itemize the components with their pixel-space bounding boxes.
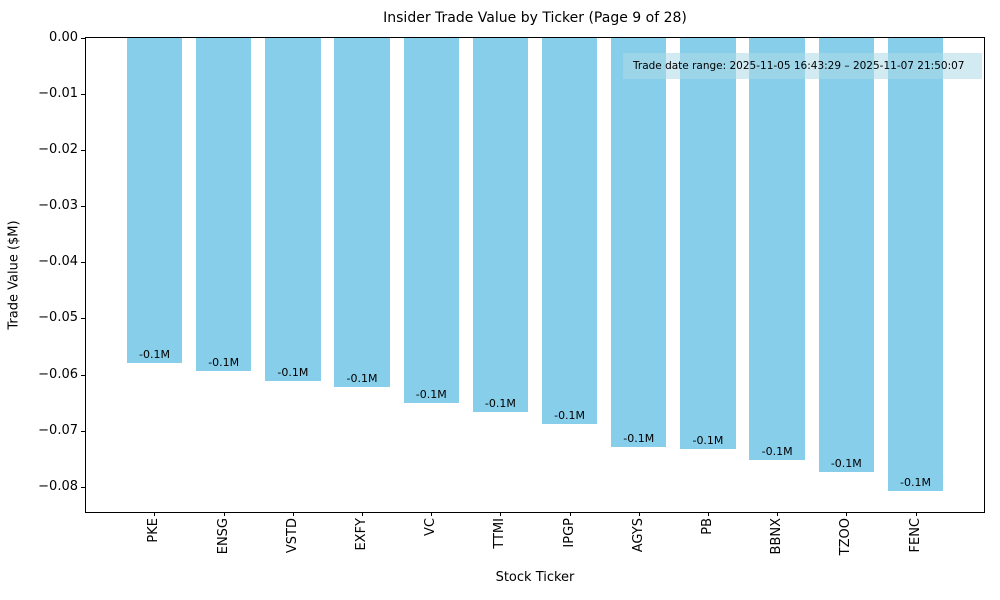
x-tick-mark: [846, 512, 848, 516]
y-tick-mark: [81, 318, 85, 320]
bar-value-label: -0.1M: [623, 431, 655, 445]
x-tick-mark: [362, 512, 364, 516]
y-tick-mark: [81, 430, 85, 432]
bar-value-label: -0.1M: [554, 408, 586, 422]
x-tick-label-TTMI: TTMI: [492, 518, 508, 549]
y-tick-mark: [81, 94, 85, 96]
x-tick-label-VSTD: VSTD: [284, 518, 300, 554]
x-tick-label-AGYS: AGYS: [630, 518, 646, 553]
bar-BBNX: [749, 38, 805, 461]
bar-value-label: -0.1M: [277, 365, 309, 379]
x-tick-label-TZOO: TZOO: [838, 518, 854, 556]
bar-FENC: [887, 38, 944, 491]
x-tick-label-VC: VC: [423, 518, 439, 536]
y-tick-label: −0.03: [38, 198, 78, 214]
bar-TTMI: [472, 38, 529, 412]
x-tick-mark: [915, 512, 917, 516]
y-tick-label: −0.07: [38, 422, 78, 438]
bar-ENSG: [196, 38, 252, 371]
bar-value-label: -0.1M: [139, 348, 170, 362]
bar-PB: [680, 38, 736, 449]
y-tick-mark: [81, 206, 85, 208]
bar-AGYS: [611, 38, 667, 447]
x-tick-label-EXFY: EXFY: [354, 518, 370, 551]
x-tick-label-PB: PB: [699, 518, 715, 535]
x-tick-label-IPGP: IPGP: [561, 518, 577, 548]
bar-value-label: -0.1M: [692, 433, 724, 447]
chart-title: Insider Trade Value by Ticker (Page 9 of…: [383, 10, 687, 26]
plot-area: -0.1M -0.1M -0.1M -0.1M -0.1M -0.1M -0.1M -0.1M…: [85, 37, 985, 513]
y-tick-mark: [81, 150, 85, 152]
x-tick-label-PKE: PKE: [146, 518, 162, 543]
x-tick-label-BBNX: BBNX: [769, 518, 785, 555]
y-tick-mark: [81, 374, 85, 376]
bar-PKE: [126, 38, 183, 364]
bar-EXFY: [334, 38, 390, 387]
y-tick-label: −0.01: [38, 86, 78, 102]
x-axis-label: Stock Ticker: [495, 570, 575, 585]
y-tick-label: −0.04: [38, 254, 78, 270]
x-tick-mark: [500, 512, 502, 516]
x-tick-mark: [638, 512, 640, 516]
bar-value-label: -0.1M: [484, 396, 516, 410]
bar-VC: [403, 38, 459, 404]
y-tick-label: −0.08: [38, 478, 78, 494]
x-tick-mark: [431, 512, 433, 516]
y-tick-label: −0.02: [38, 142, 78, 158]
x-tick-mark: [569, 512, 571, 516]
bar-value-label: -0.1M: [761, 445, 793, 459]
x-tick-label-ENSG: ENSG: [215, 518, 231, 555]
bar-IPGP: [541, 38, 598, 424]
bar-value-label: -0.1M: [900, 475, 931, 489]
x-tick-mark: [292, 512, 294, 516]
x-tick-label-FENC: FENC: [907, 518, 923, 553]
bar-value-label: -0.1M: [415, 388, 447, 402]
bar-VSTD: [265, 38, 321, 381]
date-range-annotation: Trade date range: 2025-11-05 16:43:29 – …: [623, 53, 982, 79]
y-tick-label: −0.06: [38, 366, 78, 382]
x-tick-mark: [707, 512, 709, 516]
x-tick-mark: [777, 512, 779, 516]
bar-TZOO: [818, 38, 874, 472]
y-tick-mark: [81, 38, 85, 39]
x-tick-mark: [223, 512, 225, 516]
y-tick-label: −0.05: [38, 310, 78, 326]
y-tick-mark: [81, 262, 85, 264]
bar-value-label: -0.1M: [830, 456, 862, 470]
bar-value-label: -0.1M: [208, 355, 240, 369]
y-tick-mark: [81, 486, 85, 488]
x-tick-mark: [154, 512, 156, 516]
y-tick-label: 0.00: [49, 30, 78, 45]
bar-value-label: -0.1M: [346, 371, 378, 385]
